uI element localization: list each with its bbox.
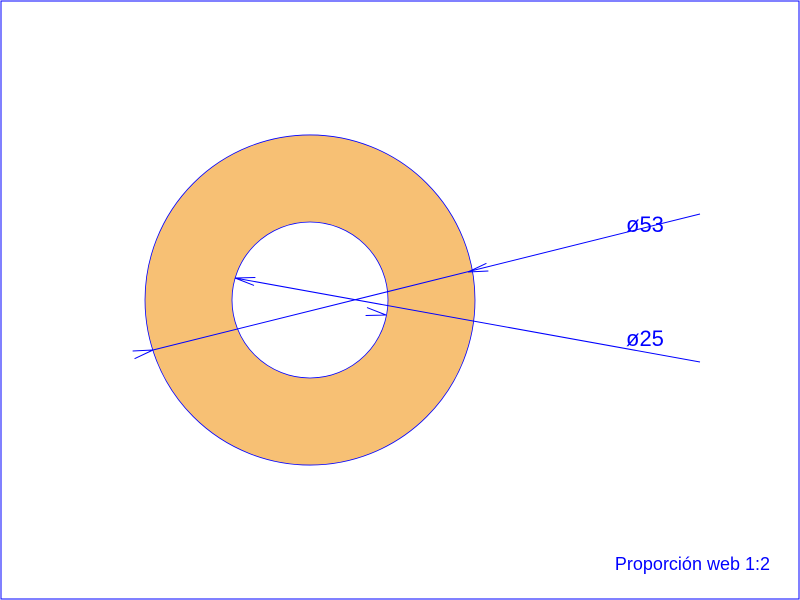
dimension-arrowhead	[366, 308, 386, 316]
ring-shape	[145, 135, 475, 465]
footer-text: Proporción web 1:2	[615, 554, 770, 574]
outer-dimension-label: ø53	[626, 212, 664, 237]
inner-dimension-label: ø25	[626, 326, 664, 351]
dimension-arrowhead	[133, 350, 153, 359]
